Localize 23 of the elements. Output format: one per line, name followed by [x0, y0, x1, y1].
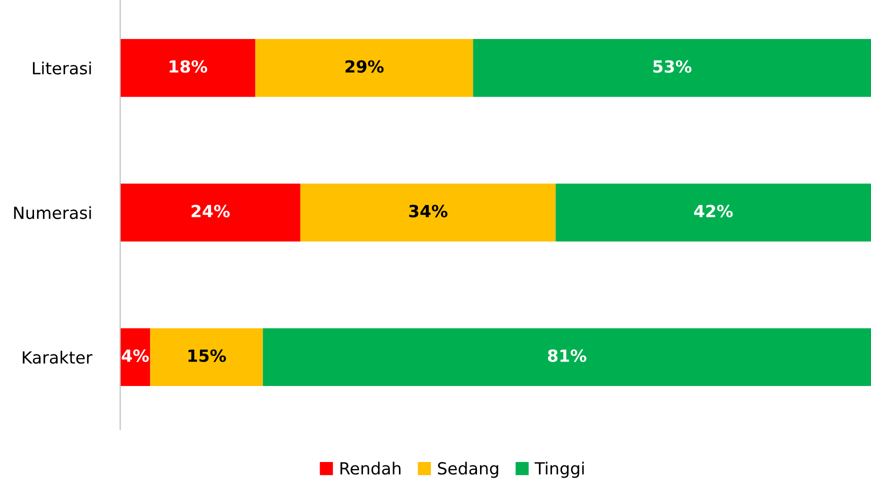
- bar: [150, 328, 263, 386]
- bar: [473, 39, 871, 97]
- y-tick-label: Numerasi: [14, 206, 91, 220]
- legend-label: Sedang: [438, 462, 498, 478]
- legend-label: Tinggi: [534, 462, 584, 478]
- bar: [556, 184, 871, 242]
- legend-label: Rendah: [340, 462, 400, 475]
- data-label: 18%: [170, 60, 208, 73]
- y-tick-label: Literasi: [32, 62, 91, 75]
- bar: [262, 328, 871, 386]
- data-label: 42%: [694, 204, 733, 218]
- bar: [300, 184, 556, 242]
- bar: [255, 39, 474, 97]
- bar: [120, 39, 256, 97]
- bar: [120, 184, 300, 242]
- data-label: 34%: [409, 204, 448, 218]
- data-label: 15%: [188, 349, 226, 362]
- data-label: 4%: [122, 349, 149, 362]
- data-label: 53%: [653, 60, 692, 73]
- data-label: 81%: [548, 349, 586, 362]
- data-label: 24%: [192, 204, 230, 218]
- y-tick-label: Karakter: [22, 350, 92, 364]
- data-label: 29%: [346, 60, 384, 73]
